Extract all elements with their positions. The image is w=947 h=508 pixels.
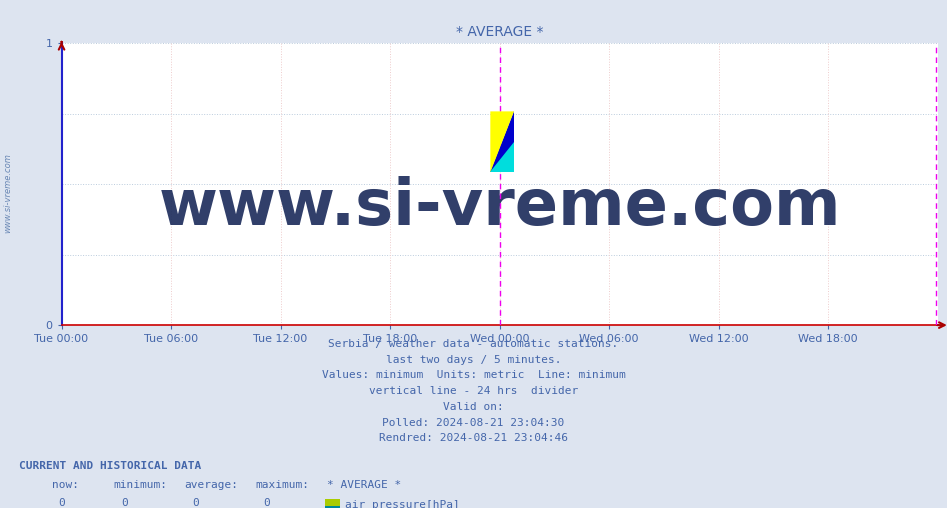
Text: vertical line - 24 hrs  divider: vertical line - 24 hrs divider [369, 386, 578, 396]
Text: Serbia / weather data - automatic stations.: Serbia / weather data - automatic statio… [329, 339, 618, 349]
Text: Values: minimum  Units: metric  Line: minimum: Values: minimum Units: metric Line: mini… [322, 370, 625, 380]
Text: CURRENT AND HISTORICAL DATA: CURRENT AND HISTORICAL DATA [19, 461, 201, 471]
Text: air pressure[hPa]: air pressure[hPa] [345, 500, 459, 508]
Text: minimum:: minimum: [114, 480, 168, 490]
Text: now:: now: [52, 480, 80, 490]
Text: 0: 0 [59, 498, 65, 508]
Polygon shape [491, 111, 514, 172]
Polygon shape [325, 499, 340, 506]
Polygon shape [491, 142, 514, 172]
Text: 0: 0 [263, 498, 270, 508]
Polygon shape [491, 111, 514, 172]
Text: 0: 0 [192, 498, 199, 508]
Polygon shape [325, 506, 340, 508]
Title: * AVERAGE *: * AVERAGE * [456, 25, 544, 39]
Text: * AVERAGE *: * AVERAGE * [327, 480, 401, 490]
Text: www.si-vreme.com: www.si-vreme.com [3, 153, 12, 233]
Text: Polled: 2024-08-21 23:04:30: Polled: 2024-08-21 23:04:30 [383, 418, 564, 428]
Text: average:: average: [185, 480, 239, 490]
Text: maximum:: maximum: [256, 480, 310, 490]
Text: Valid on:: Valid on: [443, 402, 504, 412]
Text: Rendred: 2024-08-21 23:04:46: Rendred: 2024-08-21 23:04:46 [379, 433, 568, 443]
Text: last two days / 5 minutes.: last two days / 5 minutes. [385, 355, 562, 365]
Text: 0: 0 [121, 498, 128, 508]
Text: www.si-vreme.com: www.si-vreme.com [158, 176, 841, 238]
